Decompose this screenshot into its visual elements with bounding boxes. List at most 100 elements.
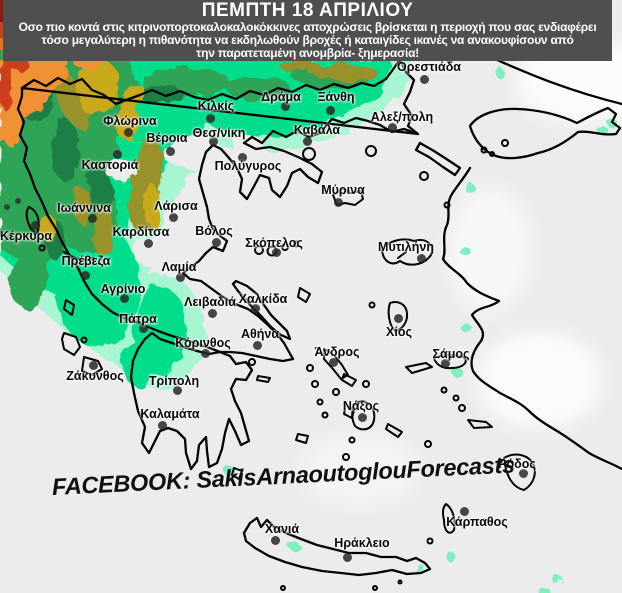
city-label: Χανιά: [264, 522, 300, 536]
forecast-title: ΠΕΜΠΤΗ 18 ΑΠΡΙΛΙΟΥ: [201, 0, 414, 21]
city-dot: [440, 358, 450, 368]
island-naxos: [351, 400, 376, 431]
city-label: Φλώρινα: [103, 114, 157, 128]
city-dot: [393, 313, 403, 323]
city-label: Θεσ/νίκη: [192, 126, 246, 140]
coastline-crete: [242, 516, 432, 577]
city-label: Νάξος: [342, 399, 380, 413]
city-label: Ορεστιάδα: [397, 60, 461, 74]
island-kythnos: [311, 380, 319, 388]
city-dot: [416, 253, 426, 263]
island-astypalaia: [424, 440, 432, 448]
forecast-header: ΠΕΜΠΤΗ 18 ΑΠΡΙΛΙΟΥ Οσο πιο κοντά στις κι…: [3, 0, 612, 61]
island-kasos: [426, 537, 434, 545]
island-kos: [467, 419, 493, 429]
island-karpathos: [441, 503, 456, 534]
island-imbros: [419, 171, 429, 181]
island-amorgos: [385, 423, 403, 438]
city-dot: [325, 105, 335, 115]
city-dot: [518, 468, 528, 478]
island-kefalonia: [61, 332, 81, 356]
island-sifnos: [321, 411, 329, 419]
city-label: Ιωάννινα: [57, 201, 111, 215]
rain-speck: [463, 325, 473, 335]
island-alonissos: [281, 243, 289, 251]
islands-group: [25, 139, 536, 591]
island-paxoi: [38, 244, 46, 252]
city-label: Κέρκυρα: [0, 229, 53, 243]
island-kythira: [231, 467, 243, 480]
city-label: Λαμία: [161, 260, 197, 274]
city-dot: [80, 270, 90, 280]
city-label: Καβάλα: [293, 123, 341, 137]
city-label: Λειβαδιά: [184, 295, 236, 309]
city-dot: [333, 197, 343, 207]
city-label: Ρόδος: [498, 457, 536, 471]
coastline-evros-border: [398, 58, 420, 136]
rain-speck: [539, 586, 549, 593]
island-marmara-3: [501, 139, 509, 147]
city-dot: [175, 272, 185, 282]
rain-speck: [553, 575, 563, 585]
coastline-turkey-north: [495, 58, 622, 106]
city-label: Αθήνα: [240, 327, 280, 341]
island-serifos: [316, 398, 324, 406]
city-dot: [123, 127, 133, 137]
city-dot: [143, 238, 153, 248]
city-label: Καρδίτσα: [112, 225, 170, 239]
island-tinos: [341, 373, 357, 387]
island-milos: [295, 433, 309, 444]
island-samos: [433, 354, 467, 370]
city-dot: [250, 303, 260, 313]
island-lesbos: [381, 238, 433, 266]
city-dot: [200, 348, 210, 358]
city-label: Πάτρα: [119, 312, 157, 326]
unlabeled-dot: [4, 204, 10, 210]
island-samothraki: [365, 145, 377, 157]
city-label: Χίος: [386, 325, 412, 339]
coastline-peloponnese: [129, 331, 254, 471]
city-dot: [302, 136, 312, 146]
city-label: Βέροια: [146, 131, 188, 145]
city-label: Ηράκλειο: [334, 536, 390, 550]
island-psara: [368, 301, 376, 309]
rain-speck: [446, 552, 456, 562]
city-label: Μυτιλήνη: [378, 240, 434, 254]
city-dot: [207, 308, 217, 318]
coastline-gallipoli: [414, 141, 462, 177]
island-andros: [323, 348, 349, 380]
city-label: Λάρισα: [154, 199, 198, 213]
city-dot: [172, 385, 182, 395]
coastline-turkey-aegean: [441, 166, 622, 471]
forecast-subtitle-line1: Οσο πιο κοντά στις κιτρινοπορτοκαλοκαλοκ…: [18, 20, 597, 34]
island-thasos: [302, 147, 316, 161]
island-santorini: [342, 453, 350, 461]
city-label: Ξάνθη: [317, 90, 355, 104]
city-dot: [459, 506, 469, 516]
city-label: Πολύγυρος: [214, 159, 282, 173]
forecast-subtitle-line3: την παρατεταμένη ανομβρία- ξημερασία!: [196, 46, 419, 60]
forecast-subtitle-line2: τόσο μεγαλύτερη η πιθανότητα να εκδηλωθο…: [41, 33, 574, 47]
city-dot: [87, 213, 97, 223]
city-label: Δράμα: [261, 90, 301, 104]
city-dot: [342, 552, 352, 562]
city-dot: [119, 293, 129, 303]
island-marmara-1: [480, 146, 488, 154]
city-label: Αγρίνιο: [100, 282, 146, 296]
city-dot: [205, 113, 215, 123]
city-label: Κιλκίς: [197, 99, 235, 113]
island-leros: [452, 394, 460, 402]
city-label: Κάρπαθος: [446, 515, 508, 529]
island-ithaki: [80, 336, 88, 344]
city-dot: [208, 136, 218, 146]
island-ikaria: [405, 362, 433, 374]
island-aegina: [248, 358, 256, 366]
city-label: Τρίπολη: [148, 374, 200, 388]
island-skiathos: [254, 245, 264, 255]
left-edge-sliver: [0, 0, 4, 60]
island-zakynthos: [81, 356, 103, 376]
city-label: Σάμος: [432, 347, 470, 361]
